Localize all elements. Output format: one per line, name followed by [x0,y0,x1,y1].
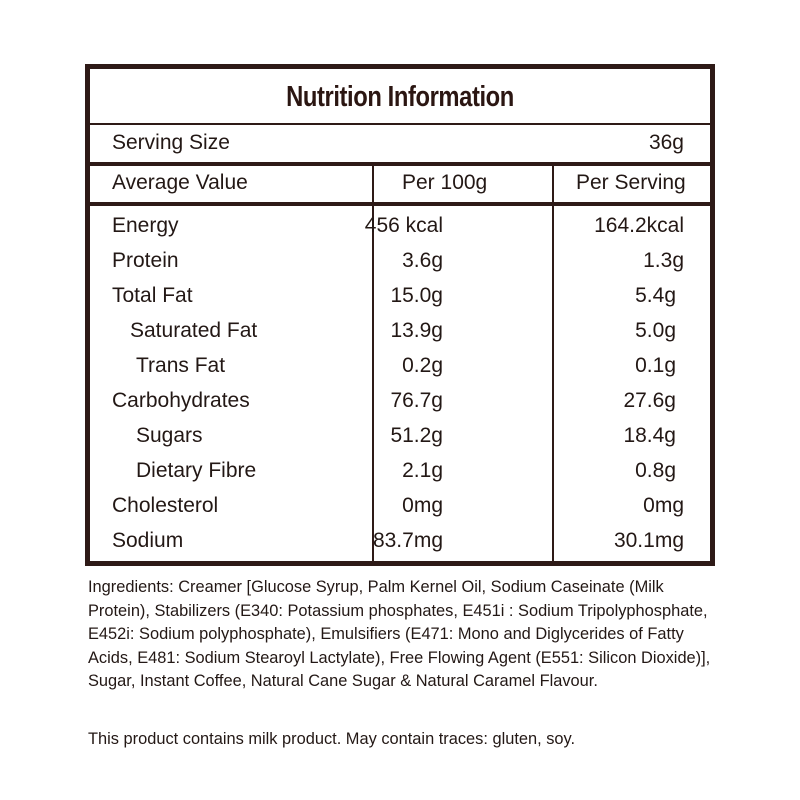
column-divider [552,164,554,561]
per-100g-value: 0mg [402,494,443,517]
per-100g-value: 76.7g [390,389,443,412]
header-per-100g: Per 100g [402,171,488,194]
ingredients-line: Ingredients: Creamer [Glucose Syrup, Pal… [88,578,664,596]
ingredients-line: Acids, E481: Sodium Stearoyl Lactylate),… [88,648,711,667]
per-100g-value: 13.9g [390,319,443,342]
header-per-serving: Per Serving [576,171,686,194]
per-100g-value: 0.2g [402,354,443,377]
per-100g-value: 2.1g [402,459,443,482]
per-serving-value: 0mg [643,494,684,517]
per-serving-value: 164.2kcal [594,214,684,237]
nutrient-label: Dietary Fibre [136,459,257,482]
allergen-note: This product contains milk product. May … [88,730,576,748]
nutrient-label: Sugars [136,424,203,447]
nutrient-label: Trans Fat [136,354,226,377]
per-100g-value: 83.7mg [372,529,443,552]
per-serving-value: 27.6g [623,389,676,412]
serving-size-value: 36g [648,131,684,154]
header-average-value: Average Value [112,171,248,194]
per-100g-value: 3.6g [402,249,443,272]
per-serving-value: 5.4g [635,284,676,307]
per-100g-value: 456 kcal [364,214,443,237]
ingredients-line: E452i: Sodium polyphosphate), Emulsifier… [88,625,684,643]
ingredients-text: Ingredients: Creamer [Glucose Syrup, Pal… [88,576,728,694]
ingredients-line: Sugar, Instant Coffee, Natural Cane Suga… [88,672,598,690]
nutrient-label: Protein [112,249,179,272]
per-serving-value: 5.0g [635,319,676,342]
divider [90,202,710,206]
per-100g-value: 51.2g [390,424,443,447]
nutrient-label: Sodium [112,529,184,552]
per-serving-value: 1.3g [643,249,684,272]
nutrition-panel: Nutrition Information Serving Size 36g A… [85,64,715,566]
per-serving-value: 0.8g [635,459,676,482]
nutrient-label: Total Fat [112,284,193,307]
nutrient-label: Saturated Fat [130,319,258,342]
serving-size-label: Serving Size [112,131,230,154]
per-serving-value: 30.1mg [613,529,684,552]
per-serving-value: 18.4g [623,424,676,447]
nutrient-label: Carbohydrates [112,389,250,412]
panel-title: Nutrition Information [286,81,514,113]
divider [90,123,710,125]
per-serving-value: 0.1g [635,354,676,377]
nutrient-label: Energy [112,214,179,237]
divider [90,162,710,166]
nutrient-label: Cholesterol [112,494,219,517]
ingredients-line: Protein), Stabilizers (E340: Potassium p… [88,601,708,620]
per-100g-value: 15.0g [390,284,443,307]
column-divider [372,164,374,561]
